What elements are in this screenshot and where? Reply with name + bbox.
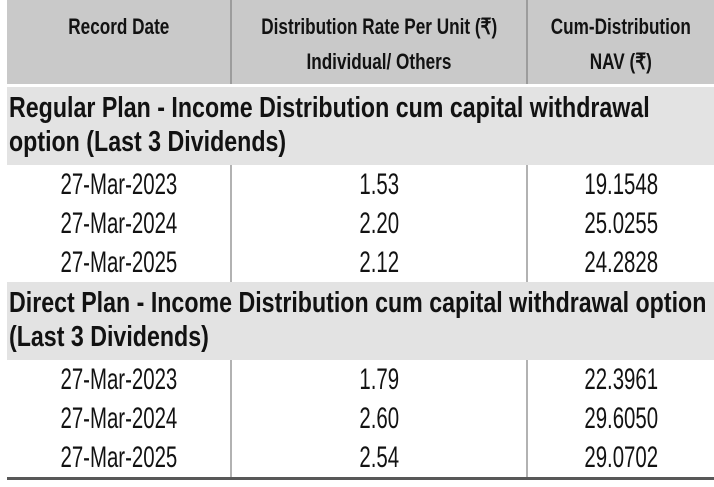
rate-value: 2.12	[359, 245, 399, 279]
header-distribution-rate-label: Distribution Rate Per Unit (₹)	[261, 14, 497, 39]
cell-nav: 24.2828	[526, 243, 714, 282]
nav-value: 29.0702	[584, 440, 658, 474]
cell-record-date: 27-Mar-2024	[7, 204, 230, 243]
cell-record-date: 27-Mar-2023	[7, 165, 230, 204]
header-separator	[7, 84, 714, 87]
nav-value: 19.1548	[584, 167, 658, 201]
rate-value: 1.53	[359, 167, 399, 201]
cell-nav: 22.3961	[526, 360, 714, 399]
cell-record-date: 27-Mar-2024	[7, 399, 230, 438]
section-title-direct-plan: Direct Plan - Income Distribution cum ca…	[7, 282, 714, 360]
table-row: 27-Mar-2025 2.54 29.0702	[7, 438, 714, 477]
header-individual-others-label: Individual/ Others	[306, 49, 452, 74]
cell-rate: 1.79	[230, 360, 526, 399]
table-row: 27-Mar-2025 2.12 24.2828	[7, 243, 714, 282]
record-date-value: 27-Mar-2024	[60, 206, 177, 240]
header-cell-distribution-rate: Distribution Rate Per Unit (₹) Individua…	[230, 0, 526, 84]
section-title-regular-plan-text: Regular Plan - Income Distribution cum c…	[9, 92, 650, 158]
cell-rate: 2.60	[230, 399, 526, 438]
record-date-value: 27-Mar-2025	[60, 245, 177, 279]
dividend-history-table: Record Date Distribution Rate Per Unit (…	[7, 0, 714, 480]
header-record-date-label: Record Date	[67, 14, 170, 39]
cell-rate: 2.12	[230, 243, 526, 282]
header-nav-label: NAV (₹)	[589, 49, 653, 74]
nav-value: 24.2828	[584, 245, 658, 279]
rate-value: 2.20	[359, 206, 399, 240]
cell-nav: 25.0255	[526, 204, 714, 243]
header-cell-record-date: Record Date	[7, 0, 230, 84]
header-cell-cum-distribution-nav: Cum-Distribution NAV (₹)	[526, 0, 714, 84]
table-header-row: Record Date Distribution Rate Per Unit (…	[7, 0, 714, 84]
cell-rate: 1.53	[230, 165, 526, 204]
record-date-value: 27-Mar-2024	[60, 401, 177, 435]
cell-nav: 19.1548	[526, 165, 714, 204]
record-date-value: 27-Mar-2023	[60, 167, 177, 201]
rate-value: 2.54	[359, 440, 399, 474]
record-date-value: 27-Mar-2023	[60, 362, 177, 396]
section-title-direct-plan-text: Direct Plan - Income Distribution cum ca…	[9, 287, 707, 353]
cell-nav: 29.6050	[526, 399, 714, 438]
nav-value: 22.3961	[584, 362, 658, 396]
header-cum-distribution-label: Cum-Distribution	[550, 14, 692, 39]
rate-value: 1.79	[359, 362, 399, 396]
cell-record-date: 27-Mar-2025	[7, 438, 230, 477]
table-row: 27-Mar-2024 2.60 29.6050	[7, 399, 714, 438]
section-title-regular-plan: Regular Plan - Income Distribution cum c…	[7, 87, 714, 165]
cell-rate: 2.20	[230, 204, 526, 243]
nav-value: 25.0255	[584, 206, 658, 240]
nav-value: 29.6050	[584, 401, 658, 435]
table-row: 27-Mar-2023 1.79 22.3961	[7, 360, 714, 399]
rate-value: 2.60	[359, 401, 399, 435]
cell-record-date: 27-Mar-2025	[7, 243, 230, 282]
record-date-value: 27-Mar-2025	[60, 440, 177, 474]
cell-rate: 2.54	[230, 438, 526, 477]
table-row: 27-Mar-2024 2.20 25.0255	[7, 204, 714, 243]
cell-record-date: 27-Mar-2023	[7, 360, 230, 399]
table-row: 27-Mar-2023 1.53 19.1548	[7, 165, 714, 204]
cell-nav: 29.0702	[526, 438, 714, 477]
